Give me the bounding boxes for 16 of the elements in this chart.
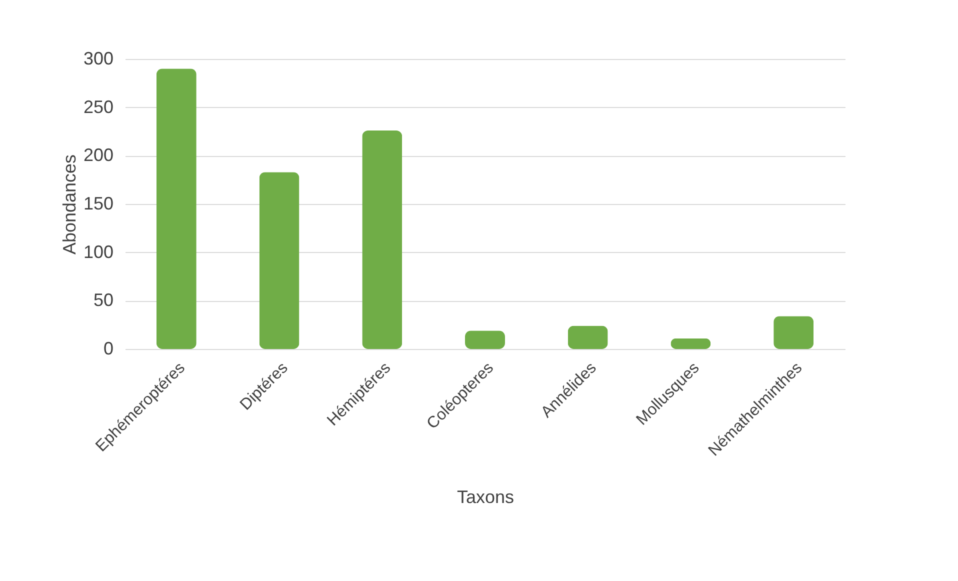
bar [465,330,505,349]
bar [362,130,402,349]
bar [670,338,711,349]
y-axis-title: Abondances [59,154,80,255]
y-tick-label: 200 [83,145,114,166]
bar [156,68,196,349]
y-tick-label: 300 [83,48,114,68]
y-tick-label: 150 [83,194,114,214]
y-tick-label: 0 [103,338,114,358]
x-axis-title: Taxons [456,486,514,507]
y-tick-label: 250 [83,96,114,117]
bar [568,326,608,349]
bar [774,316,814,349]
bar [259,172,300,349]
y-tick-label: 50 [93,290,114,310]
y-tick-label: 100 [83,242,114,262]
